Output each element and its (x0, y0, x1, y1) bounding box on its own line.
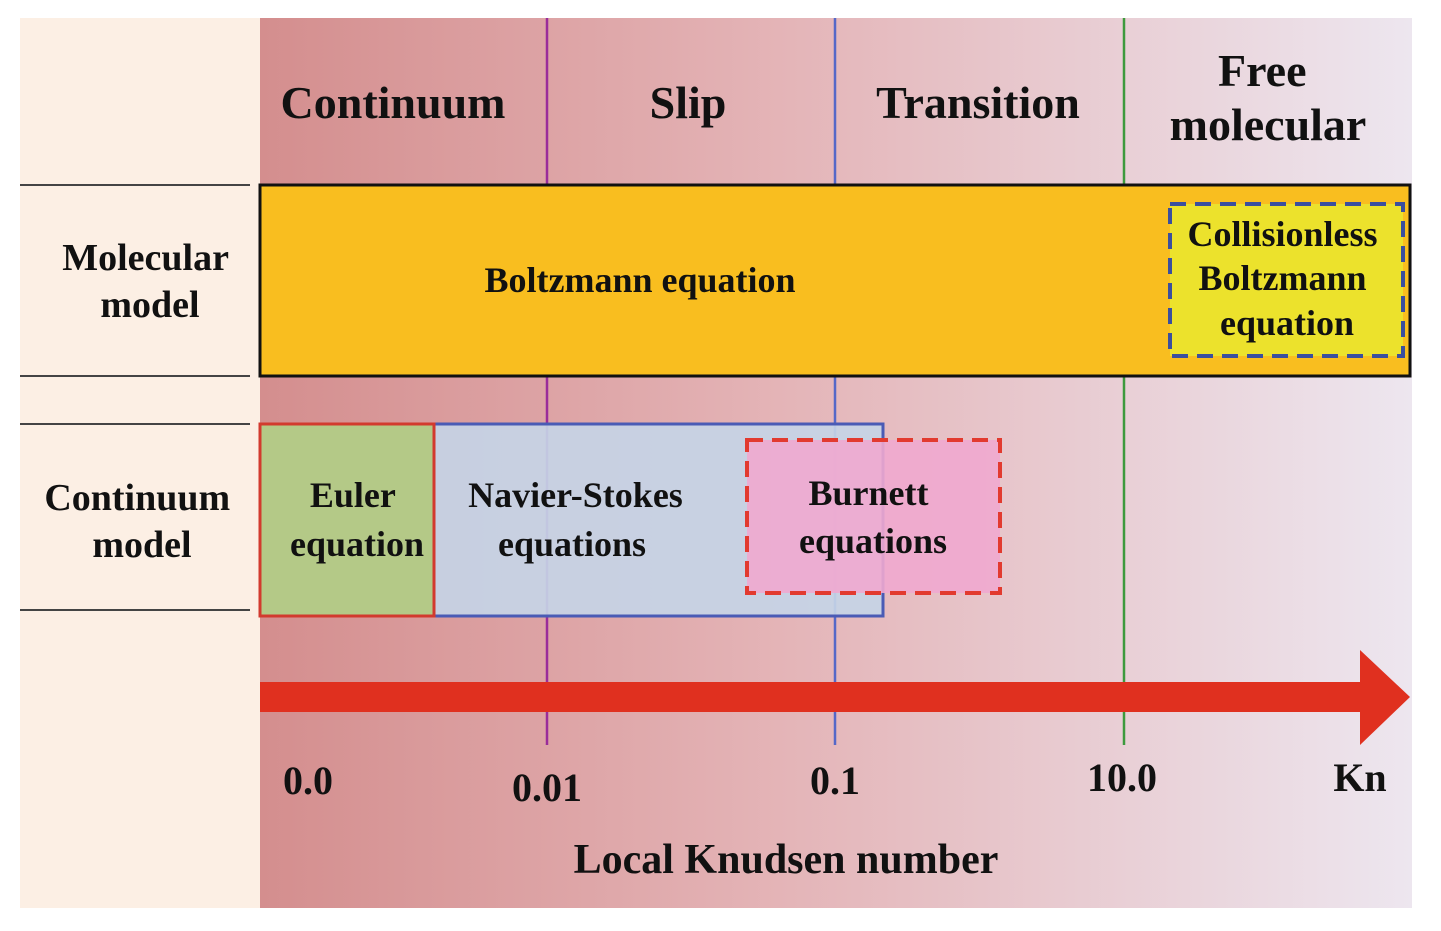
regime-slip-label: Slip (650, 77, 727, 128)
tick-label-0: 0.0 (283, 758, 333, 803)
axis-symbol-kn: Kn (1333, 755, 1386, 800)
left-column-background (20, 18, 260, 908)
tick-label-0-1: 0.1 (810, 758, 860, 803)
regime-continuum-label: Continuum (281, 77, 506, 128)
burnett-equations-label: Burnett equations (799, 473, 947, 561)
collisionless-boltzmann-label: Collisionless Boltzmann equation (1187, 214, 1386, 343)
burnett-equations-box (745, 438, 1002, 595)
regime-free-molecular-label: Free molecular (1170, 45, 1367, 150)
navier-stokes-label: Navier-Stokes equations (468, 475, 692, 564)
euler-equation-box (258, 422, 436, 618)
tick-label-10: 10.0 (1087, 755, 1157, 800)
continuum-model-label: Continuum model (44, 477, 239, 566)
axis-title: Local Knudsen number (574, 837, 999, 883)
regime-transition-label: Transition (876, 77, 1080, 128)
boltzmann-equation-label: Boltzmann equation (484, 260, 795, 300)
molecular-model-label: Molecular model (62, 237, 238, 326)
knudsen-axis-arrow (260, 650, 1410, 745)
euler-equation-label: Euler equation (290, 475, 424, 564)
collisionless-boltzmann-box (1168, 202, 1405, 358)
tick-label-0-01: 0.01 (512, 765, 582, 810)
